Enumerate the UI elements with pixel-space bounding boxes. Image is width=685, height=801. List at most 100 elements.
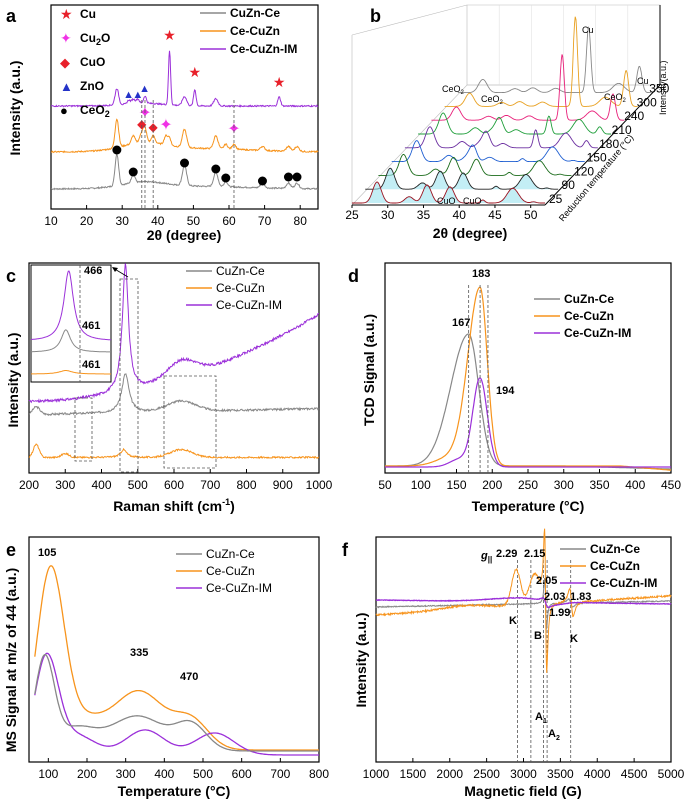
panel-e-ticklabel-600: 600 [232,767,252,781]
panel-f-g-parallel: g|| [480,550,492,564]
panel-e-ticklabel-100: 100 [38,767,58,781]
panel-f-label-k1: K [509,615,517,627]
panel-b-3d-box [351,4,661,206]
panel-b-curve-150 [391,140,585,163]
panel-c-inset-frame [30,264,112,383]
panel-c-series-legend: CuZn-Ce Ce-CuZn Ce-CuZn-IM [186,264,282,312]
panel-a-ticklabel-60: 60 [222,214,236,228]
panel-e-xlabel: Temperature (°C) [118,783,231,799]
panel-b-temp-210: 210 [612,123,632,137]
panel-f-xlabel: Magnetic field (G) [464,783,581,799]
panel-b-ann-cu-2: Cu [637,76,649,86]
panel-e-ticklabel-200: 200 [77,767,97,781]
panel-c-ticklabel-1000: 1000 [306,478,333,492]
panel-b-leftwall-b [351,4,468,36]
panel-f-letter: f [342,540,349,560]
panel-a-ceo2-marker-4 [221,173,231,183]
panel-c-inset-arrowhead [112,267,118,272]
panel-b-ticklabel-30: 30 [381,208,395,222]
panel-a-ticks: 10 20 30 40 50 60 70 80 [44,205,307,228]
panel-f-series-ce-cuzn-im [375,596,672,609]
panel-c-legend-cuzn-ce: CuZn-Ce [216,264,265,278]
panel-e-ticklabel-500: 500 [193,767,213,781]
panel-f-legend-ce-cuzn: Ce-CuZn [590,559,640,573]
panel-f-series-ce-cuzn [375,528,672,673]
panel-c-ticklabel-900: 900 [273,478,293,492]
panel-d-ticklabel-300: 300 [554,478,574,492]
panel-b-xticks: 25 30 35 40 45 50 [345,205,538,222]
panel-a-ceo2-marker-0 [112,145,122,155]
panel-a-zno-marker-0: ▲ [123,89,134,101]
panel-a-cuo-marker-0: ◆ [137,117,147,131]
panel-f-ticklabel-2000: 2000 [436,767,463,781]
legend-zno-label: ZnO [80,79,104,93]
panel-d-peak-194: 194 [496,385,515,397]
panel-c-ticklabel-700: 700 [200,478,220,492]
panel-f-ticklabel-3000: 3000 [510,767,537,781]
panel-c-box-3 [163,375,217,469]
panel-e-legend-ce-cuzn-im: Ce-CuZn-IM [206,581,272,595]
panel-b-fill-90 [365,168,559,190]
panel-b-ann-ceo2-3: CeO2 [604,92,627,104]
panel-d-ticks: 50 100 150 200 250 300 350 400 450 [378,469,681,492]
panel-e-letter: e [6,540,16,560]
panel-f-ticklabel-4000: 4000 [584,767,611,781]
panel-f-ticklabel-1500: 1500 [400,767,427,781]
panel-b-ticklabel-40: 40 [453,208,467,222]
panel-e-ticklabel-400: 400 [154,767,174,781]
panel-e-ylabel: MS Signal at m/z of 44 (a.u.) [3,568,19,752]
panel-b-curve-180 [404,126,598,149]
legend-cuo-symbol: ◆ [60,55,70,70]
panel-d-ticklabel-200: 200 [482,478,502,492]
panel-f-label-k2: K [570,633,578,645]
panel-b-temp-300: 300 [637,95,657,109]
panel-c-series-ce-cuzn [28,443,320,460]
panel-b-xlabel: 2θ (degree) [433,225,507,241]
legend-cu-symbol: ★ [60,6,73,22]
panel-d-ticklabel-50: 50 [378,478,392,492]
panel-a-ticklabel-50: 50 [187,214,201,228]
panel-c-ticks: 200 300 400 500 600 700 800 900 1000 [19,469,333,492]
panel-c-series-ce-cuzn-im [28,263,320,404]
panel-e-peak-335: 335 [130,647,148,659]
panel-f-ticklabel-5000: 5000 [658,767,685,781]
panel-b-ann-cuo-1: CuO [437,196,456,206]
panel-c-ticklabel-300: 300 [55,478,75,492]
panel-b-curve-210 [418,112,612,135]
panel-b: b 25 30 35 40 45 50 2590120150180210240300350… [345,4,670,241]
panel-a-series-ce-cuzn [50,118,319,154]
panel-c-ticklabel-400: 400 [91,478,111,492]
panel-d-series-legend: CuZn-Ce Ce-CuZn Ce-CuZn-IM [534,292,631,340]
panel-d-legend-ce-cuzn: Ce-CuZn [564,309,614,323]
panel-c-inset-ce-cuzn [31,370,111,375]
panel-e-legend-cuzn-ce: CuZn-Ce [206,547,255,561]
panel-a-ticklabel-40: 40 [151,214,165,228]
panel-b-waterfall [352,16,651,204]
panel-d-frame [384,262,672,474]
panel-b-ticklabel-25: 25 [345,208,359,222]
panel-b-curve-25 [352,181,545,204]
panel-a: 10 20 30 40 50 60 70 80 a Intensity (a.u.) 2θ (… [6,4,319,243]
panel-c-inset-466: 466 [84,265,102,277]
panel-b-ann-ceo2-1: CeO2 [442,84,465,96]
panel-d-peak-dashes [468,285,489,473]
panel-a-ceo2-marker-1 [128,167,138,177]
panel-c-box-1 [74,397,93,462]
panel-c-letter: c [6,266,16,286]
panel-f-ticklabel-2500: 2500 [473,767,500,781]
panel-b-ann-cu-1: Cu [582,25,594,35]
panel-d-ylabel: TCD Signal (a.u.) [361,314,377,426]
panel-f-series-cuzn-ce [375,577,672,631]
panel-b-temp-25: 25 [549,192,563,206]
panel-c-ticklabel-800: 800 [236,478,256,492]
panel-d-series-cuzn-ce [385,333,671,470]
panel-d-xlabel: Temperature (°C) [472,498,585,514]
panel-a-cu-marker-2: ★ [273,74,286,90]
panel-a-zno-marker-1: ▲ [132,89,143,101]
panel-f-ylabel: Intensity (a.u.) [353,613,369,708]
panel-a-legend-ce-cuzn: Ce-CuZn [230,24,280,38]
panel-e-series-legend: CuZn-Ce Ce-CuZn Ce-CuZn-IM [176,547,272,595]
panel-a-legend-cuzn-ce: CuZn-Ce [230,6,280,20]
panel-c-ticklabel-500: 500 [128,478,148,492]
panel-b-curve-90 [365,167,559,190]
